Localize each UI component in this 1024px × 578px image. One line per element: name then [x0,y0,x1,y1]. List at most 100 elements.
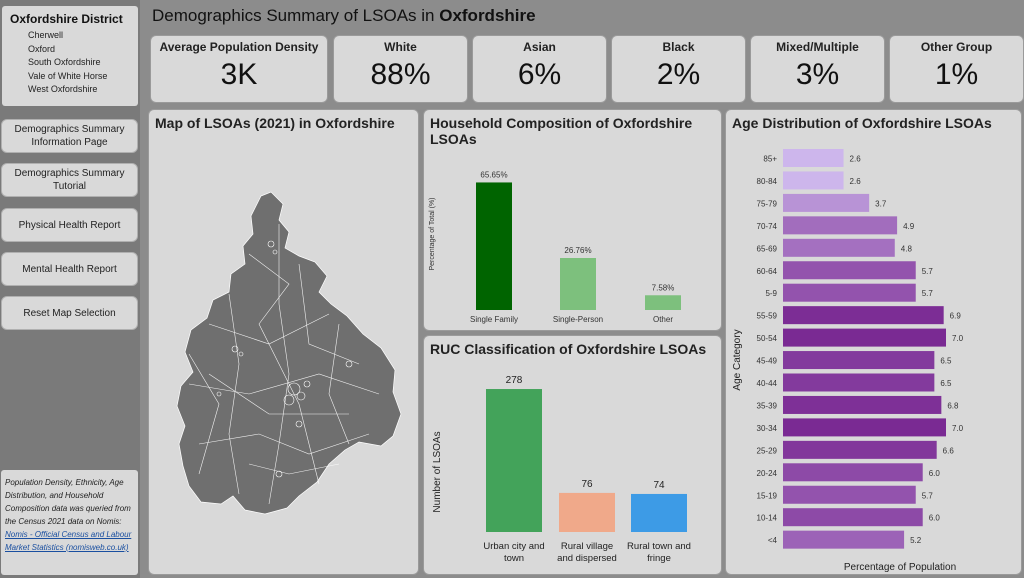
age-bar [783,395,942,414]
age-category-label: 40-44 [757,379,778,388]
age-category-label: 75-79 [757,199,778,208]
age-category-label: 85+ [763,155,777,164]
age-ylabel: Age Category [732,329,743,390]
household-bar [645,295,681,310]
age-category-label: 25-29 [757,446,778,455]
age-category-label: 50-54 [757,334,778,343]
age-bar [783,171,844,190]
reset-map-selection-button[interactable]: Reset Map Selection [1,296,138,330]
age-category-label: 65-69 [757,244,778,253]
age-bar [783,306,944,325]
household-value-label: 7.58% [652,283,675,292]
age-value-label: 6.6 [943,446,955,455]
district-item[interactable]: South Oxfordshire [28,57,101,67]
district-item[interactable]: West Oxfordshire [28,84,98,94]
age-value-label: 6.5 [940,357,952,366]
age-value-label: 5.2 [910,536,922,545]
age-value-label: 7.0 [952,334,964,343]
age-category-label: 5-9 [765,289,777,298]
household-bar [560,258,596,310]
ruc-bar [486,389,542,532]
age-category-label: 30-34 [757,424,778,433]
age-value-label: 6.0 [929,514,941,523]
age-bar [783,193,870,212]
ruc-value-label: 278 [506,375,523,386]
district-item[interactable]: Cherwell [28,30,64,40]
age-bar [783,351,935,370]
kpi-population-density: Average Population Density 3K [150,35,328,103]
age-category-label: 45-49 [757,357,778,366]
age-category-label: 80-84 [757,177,778,186]
tutorial-button[interactable]: Demographics Summary Tutorial [1,163,138,197]
age-bar [783,216,898,235]
kpi-label: White [384,40,417,54]
household-category-label: Other [653,315,673,324]
age-bar [783,373,935,392]
household-composition-chart: Percentage of Total (%) 65.65% Single Fam… [429,170,681,324]
kpi-value: 2% [656,58,701,91]
age-bar [783,283,916,302]
age-bar [783,463,923,482]
data-source-text: Population Density, Ethnicity, Age Distr… [5,478,131,526]
age-distribution-panel: Age Distribution of Oxfordshire LSOAs Ag… [725,109,1022,575]
household-chart-title: Household Composition of Oxfordshire LSO… [430,115,693,147]
age-value-label: 5.7 [922,289,934,298]
page-title-prefix: Demographics Summary of LSOAs in [152,6,440,25]
age-value-label: 4.8 [901,244,913,253]
household-value-label: 26.76% [564,246,591,255]
map-panel: Map of LSOAs (2021) in Oxfordshire [148,109,419,575]
ruc-classification-panel: RUC Classification of Oxfordshire LSOAs … [423,335,722,575]
ruc-bar [559,492,615,532]
kpi-value: 1% [934,58,979,91]
age-value-label: 5.7 [922,267,934,276]
nomis-link[interactable]: Nomis - Official Census and Labour Marke… [5,530,132,552]
map-title: Map of LSOAs (2021) in Oxfordshire [155,115,395,131]
ruc-classification-chart: Number of LSOAs 278 Urban city and town 76 R… [432,375,691,564]
ruc-category-label: Rural village and dispersed [557,541,617,564]
page-title-area: Oxfordshire [439,6,536,25]
kpi-value: 3% [795,58,840,91]
age-bar [783,485,916,504]
district-item[interactable]: Oxford [28,43,56,54]
age-category-label: 35-39 [757,401,778,410]
age-bar [783,530,905,549]
household-category-label: Single Family [470,315,518,324]
age-value-label: 5.7 [922,491,934,500]
age-value-label: 6.0 [929,469,941,478]
kpi-value: 6% [517,58,562,91]
age-value-label: 6.5 [940,379,952,388]
household-ylabel: Percentage of Total (%) [429,197,436,270]
kpi-other-group: Other Group 1% [889,35,1024,103]
age-value-label: 2.6 [850,155,862,164]
age-bar [783,328,946,347]
age-category-label: 15-19 [757,491,778,500]
age-category-label: <4 [768,536,778,545]
age-category-label: 70-74 [757,222,778,231]
info-page-button[interactable]: Demographics Summary Information Page [1,119,138,153]
age-chart-title: Age Distribution of Oxfordshire LSOAs [732,115,992,131]
age-bar [783,149,844,167]
kpi-asian: Asian 6% [472,35,607,103]
age-distribution-chart: Age Category Percentage of Population 85… [732,149,964,573]
age-bar [783,418,946,437]
kpi-value: 88% [370,58,431,91]
household-bar [476,182,512,310]
data-source-note: Population Density, Ethnicity, Age Distr… [1,470,138,575]
physical-health-report-button[interactable]: Physical Health Report [1,208,138,242]
kpi-label: Average Population Density [159,40,319,54]
age-value-label: 4.9 [903,222,915,231]
kpi-mixed: Mixed/Multiple 3% [750,35,885,103]
district-filter: Oxfordshire District Cherwell Oxford Sou… [2,6,138,106]
household-composition-panel: Household Composition of Oxfordshire LSO… [423,109,722,331]
lsoa-map[interactable] [149,144,418,574]
mental-health-report-button[interactable]: Mental Health Report [1,252,138,286]
district-item[interactable]: Vale of White Horse [28,70,108,81]
kpi-label: Asian [523,40,556,54]
age-xlabel: Percentage of Population [844,562,956,573]
age-category-label: 10-14 [757,514,778,523]
kpi-label: Other Group [920,40,993,54]
ruc-category-label: Rural town and fringe [627,541,691,564]
age-value-label: 2.6 [850,177,862,186]
ruc-ylabel: Number of LSOAs [432,431,443,512]
kpi-black: Black 2% [611,35,746,103]
